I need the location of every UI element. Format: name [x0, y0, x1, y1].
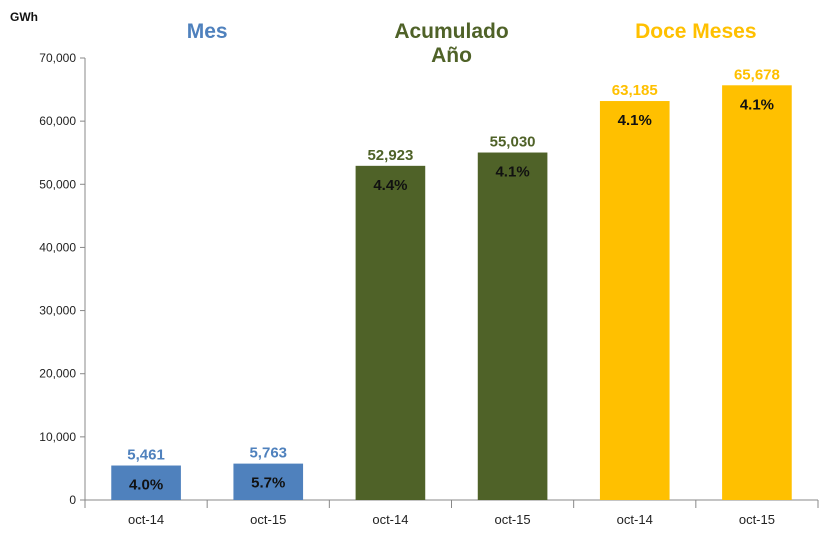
bar-value-label: 65,678 — [734, 66, 780, 83]
y-tick-label: 20,000 — [39, 367, 76, 381]
bar-value-label: 5,461 — [127, 447, 165, 464]
bar — [355, 165, 426, 501]
group-title: Año — [431, 44, 472, 67]
bar — [477, 152, 548, 501]
bar-change-label: 4.1% — [740, 96, 774, 113]
y-tick-label: 10,000 — [39, 430, 76, 444]
bar-change-label: 5.7% — [251, 475, 285, 492]
group-title: Doce Meses — [635, 20, 756, 43]
bar-value-label: 63,185 — [612, 82, 658, 99]
x-category-label: oct-14 — [372, 512, 408, 527]
bar — [233, 463, 304, 500]
bar — [722, 85, 792, 500]
bar-value-label: 5,763 — [249, 445, 287, 462]
group-title: Mes — [187, 20, 228, 43]
bar — [599, 101, 670, 500]
y-tick-label: 40,000 — [39, 240, 76, 254]
bar-change-label: 4.0% — [129, 477, 163, 494]
y-tick-label: 30,000 — [39, 304, 76, 318]
x-category-label: oct-14 — [617, 512, 653, 527]
axes: 0 10,000 20,000 30,000 40,000 50,000 60,000 70,… — [39, 51, 819, 527]
bar — [111, 465, 181, 500]
y-tick-label: 0 — [69, 493, 76, 507]
x-category-label: oct-15 — [495, 512, 531, 527]
x-category-label: oct-15 — [250, 512, 286, 527]
bar-value-label: 55,030 — [490, 134, 536, 151]
y-unit-label: GWh — [10, 10, 38, 24]
x-category-label: oct-15 — [739, 512, 775, 527]
y-tick-label: 50,000 — [39, 177, 76, 191]
y-tick-label: 60,000 — [39, 114, 76, 128]
bar-change-label: 4.4% — [373, 177, 407, 194]
bar-change-label: 4.1% — [618, 112, 652, 129]
bar-value-label: 52,923 — [367, 147, 413, 164]
bar-labels: 5,461 4.0% 5,763 5.7% 52,923 4.4% 55,030 4.1% 63… — [127, 66, 780, 493]
bar-change-label: 4.1% — [495, 164, 529, 181]
group-title: Acumulado — [394, 20, 508, 43]
y-tick-label: 70,000 — [39, 51, 76, 65]
bars — [111, 85, 792, 501]
x-category-label: oct-14 — [128, 512, 164, 527]
